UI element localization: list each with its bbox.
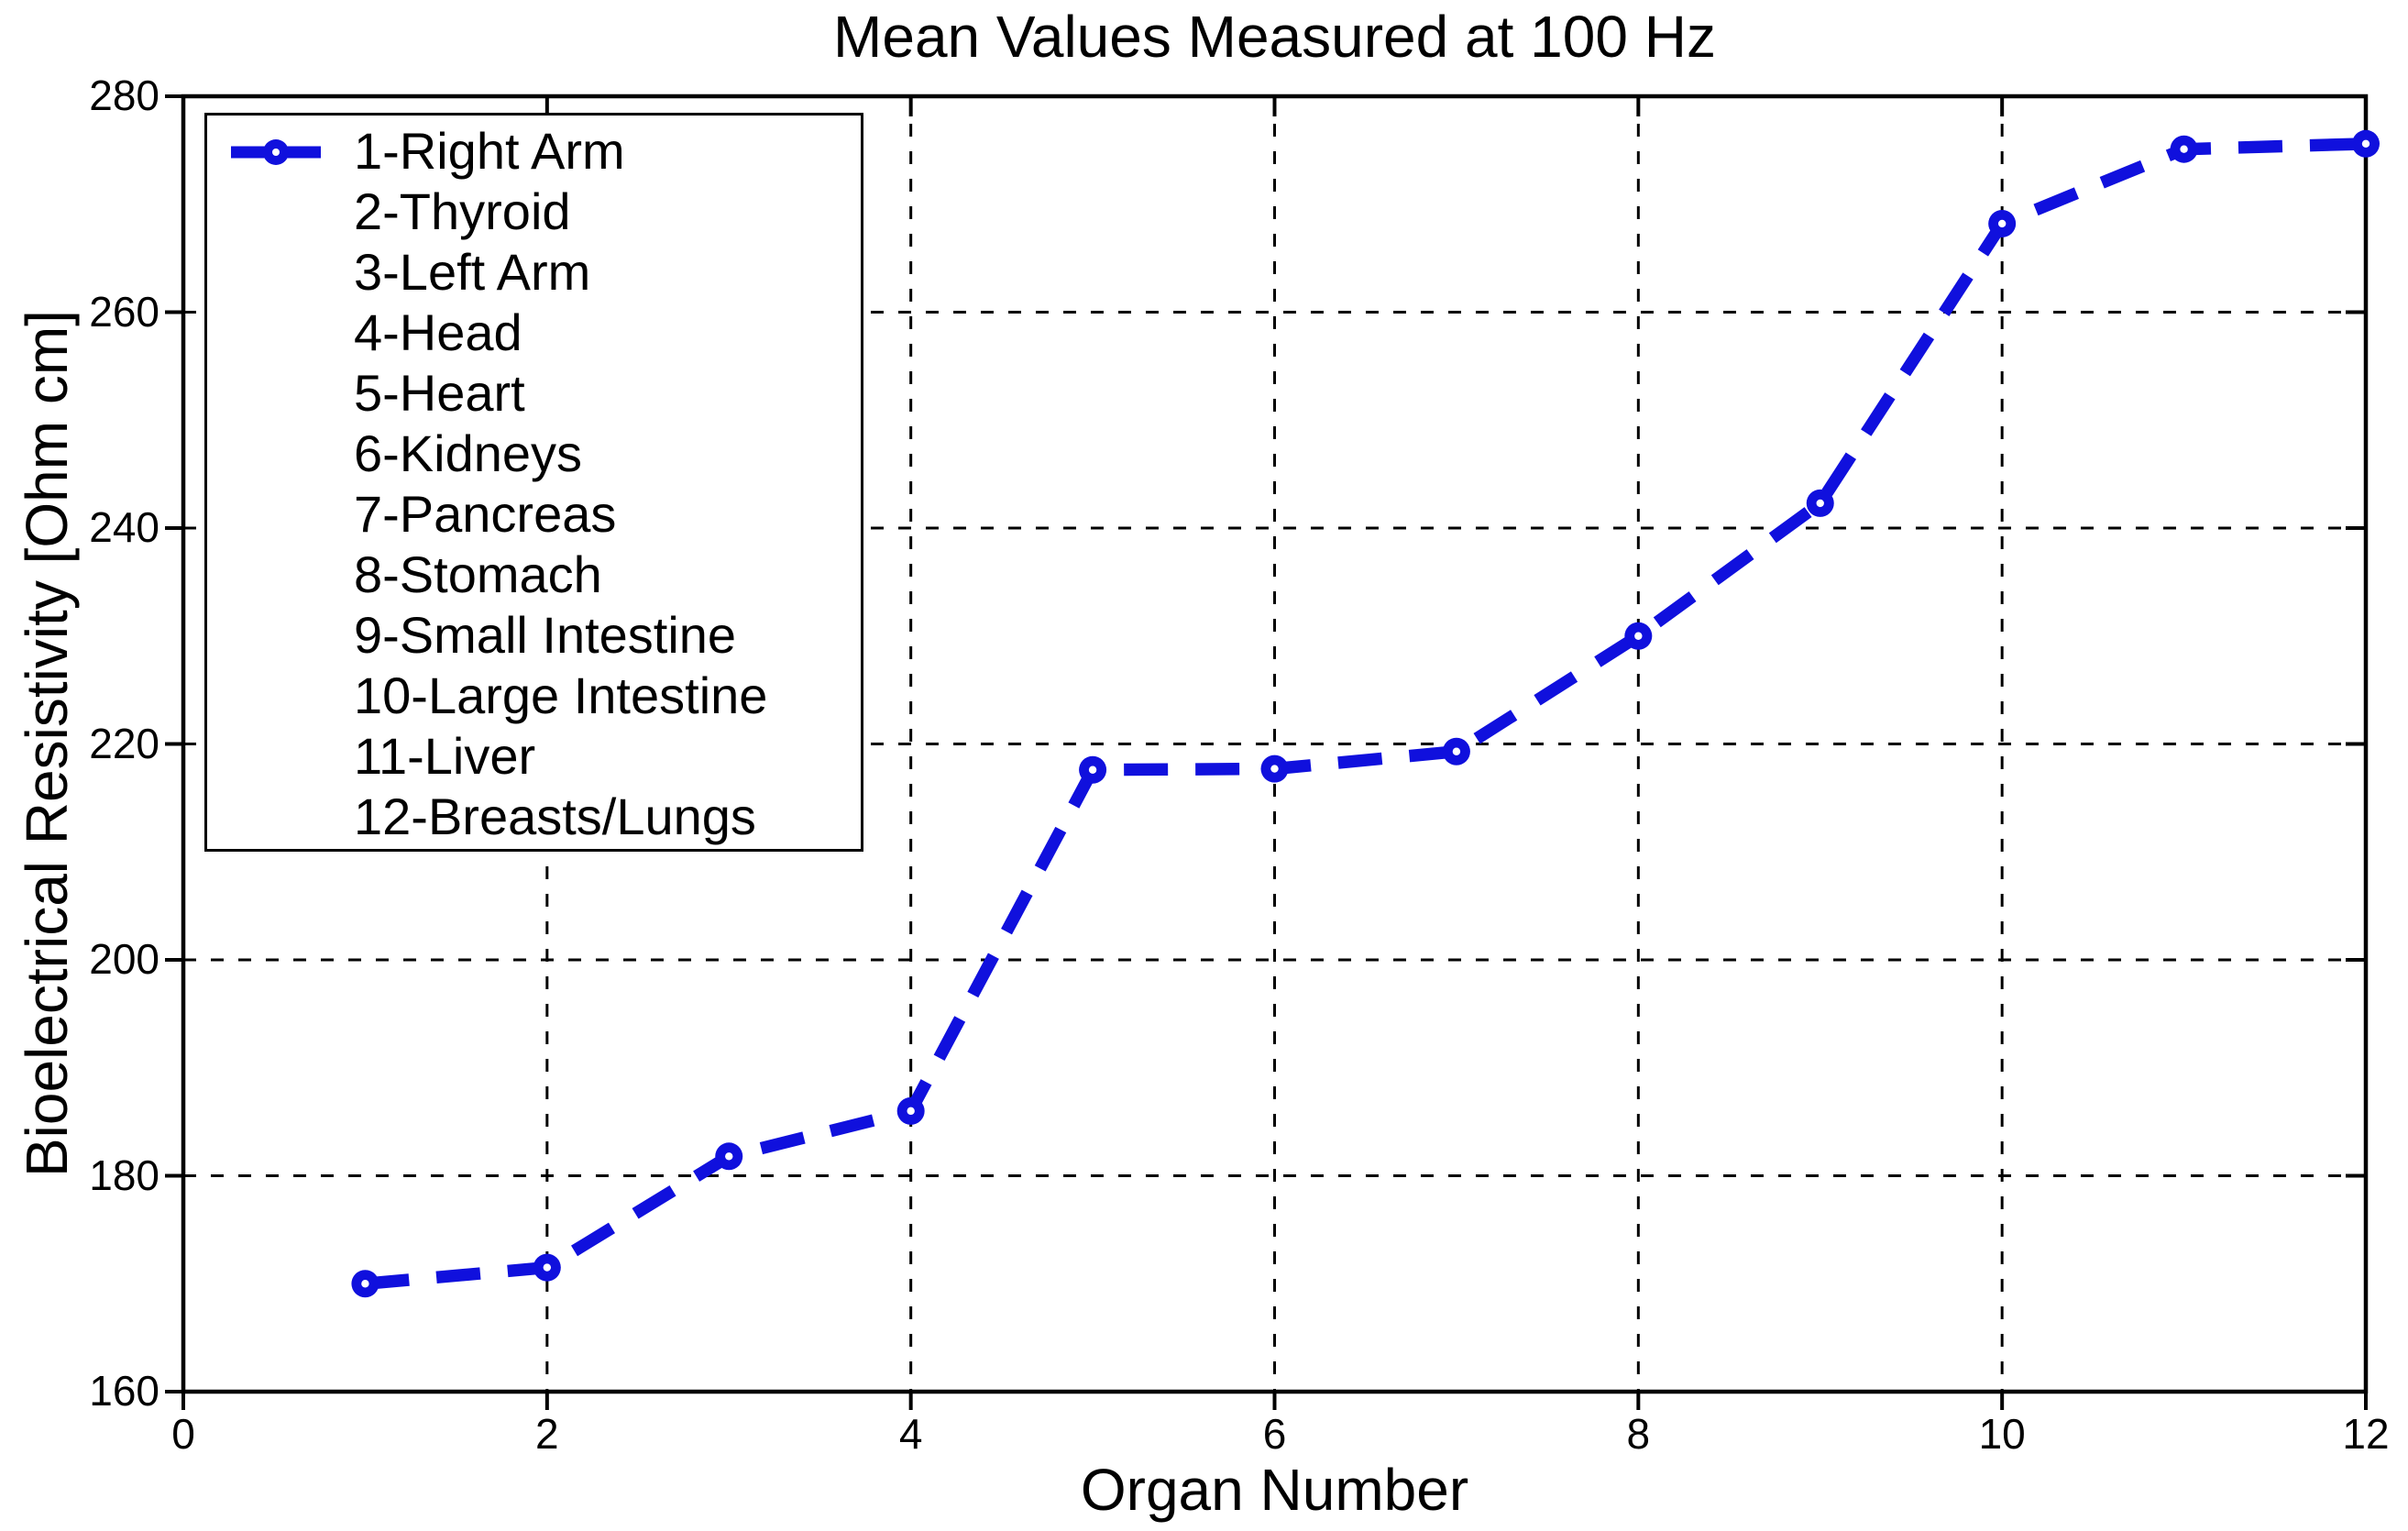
legend-item: 1-Right Arm (207, 121, 861, 182)
legend-item: 6-Kidneys (207, 424, 861, 484)
y-tick-label: 180 (89, 1151, 159, 1199)
legend-sample-spacer (207, 484, 354, 545)
data-point-center (1634, 632, 1643, 640)
legend-item-label: 7-Pancreas (354, 485, 617, 543)
chart-title: Mean Values Measured at 100 Hz (833, 4, 1716, 70)
legend-item: 9-Small Intestine (207, 605, 861, 666)
legend-sample-spacer (207, 726, 354, 787)
legend-sample-spacer (207, 303, 354, 363)
legend: 1-Right Arm 2-Thyroid 3-Left Arm 4-Head 5-He… (204, 113, 863, 852)
data-point-center (907, 1107, 915, 1116)
x-tick-label: 10 (1978, 1410, 2026, 1458)
y-tick-label: 220 (89, 719, 159, 767)
legend-item: 7-Pancreas (207, 484, 861, 545)
legend-sample-spacer (207, 605, 354, 666)
legend-item-label: 11-Liver (354, 727, 536, 785)
legend-sample-spacer (207, 182, 354, 242)
legend-item-label: 9-Small Intestine (354, 606, 737, 664)
data-line (364, 138, 2367, 1290)
y-tick-label: 280 (89, 72, 159, 119)
y-tick-label: 200 (89, 935, 159, 983)
data-point-center (1270, 765, 1279, 773)
x-tick-label: 6 (1262, 1410, 1287, 1458)
data-point-center (725, 1152, 733, 1161)
data-point-center (1452, 747, 1461, 755)
data-point-center (2180, 145, 2188, 153)
legend-item: 12-Breasts/Lungs (207, 787, 861, 847)
legend-sample-spacer (207, 545, 354, 605)
data-point-center (1816, 499, 1824, 508)
data-point-center (1088, 766, 1097, 774)
legend-item-label: 1-Right Arm (354, 122, 625, 180)
x-tick-label: 0 (171, 1410, 195, 1458)
data-point-center (361, 1280, 369, 1288)
legend-item-label: 8-Stomach (354, 545, 602, 603)
x-tick-label: 4 (898, 1410, 923, 1458)
y-tick-label: 160 (89, 1367, 159, 1415)
legend-item: 5-Heart (207, 363, 861, 424)
data-point-center (543, 1263, 552, 1272)
legend-sample-spacer (207, 363, 354, 424)
x-tick-label: 8 (1626, 1410, 1651, 1458)
legend-sample-spacer (207, 242, 354, 303)
legend-item-label: 5-Heart (354, 364, 525, 422)
legend-item-label: 6-Kidneys (354, 424, 583, 482)
x-tick-label: 2 (535, 1410, 559, 1458)
legend-line-sample (207, 121, 354, 182)
x-axis-label: Organ Number (1080, 1457, 1469, 1523)
legend-item-label: 12-Breasts/Lungs (354, 788, 756, 845)
legend-item: 11-Liver (207, 726, 861, 787)
data-point-center (1997, 219, 2007, 228)
legend-item: 2-Thyroid (207, 182, 861, 242)
legend-item: 3-Left Arm (207, 242, 861, 303)
legend-sample-spacer (207, 666, 354, 726)
y-tick-label: 240 (89, 503, 159, 551)
legend-item-label: 4-Head (354, 303, 522, 361)
x-tick-label: 12 (2342, 1410, 2390, 1458)
axes-box (181, 94, 2369, 1394)
legend-marker-icon (231, 139, 321, 165)
data-point-center (2361, 139, 2370, 149)
legend-sample-spacer (207, 787, 354, 847)
legend-item-label: 3-Left Arm (354, 243, 591, 301)
legend-item: 4-Head (207, 303, 861, 363)
legend-item-label: 10-Large Intestine (354, 666, 768, 724)
legend-item: 8-Stomach (207, 545, 861, 605)
y-tick-label: 260 (89, 287, 159, 336)
legend-sample-spacer (207, 424, 354, 484)
legend-item-label: 2-Thyroid (354, 182, 571, 240)
legend-item: 10-Large Intestine (207, 666, 861, 726)
